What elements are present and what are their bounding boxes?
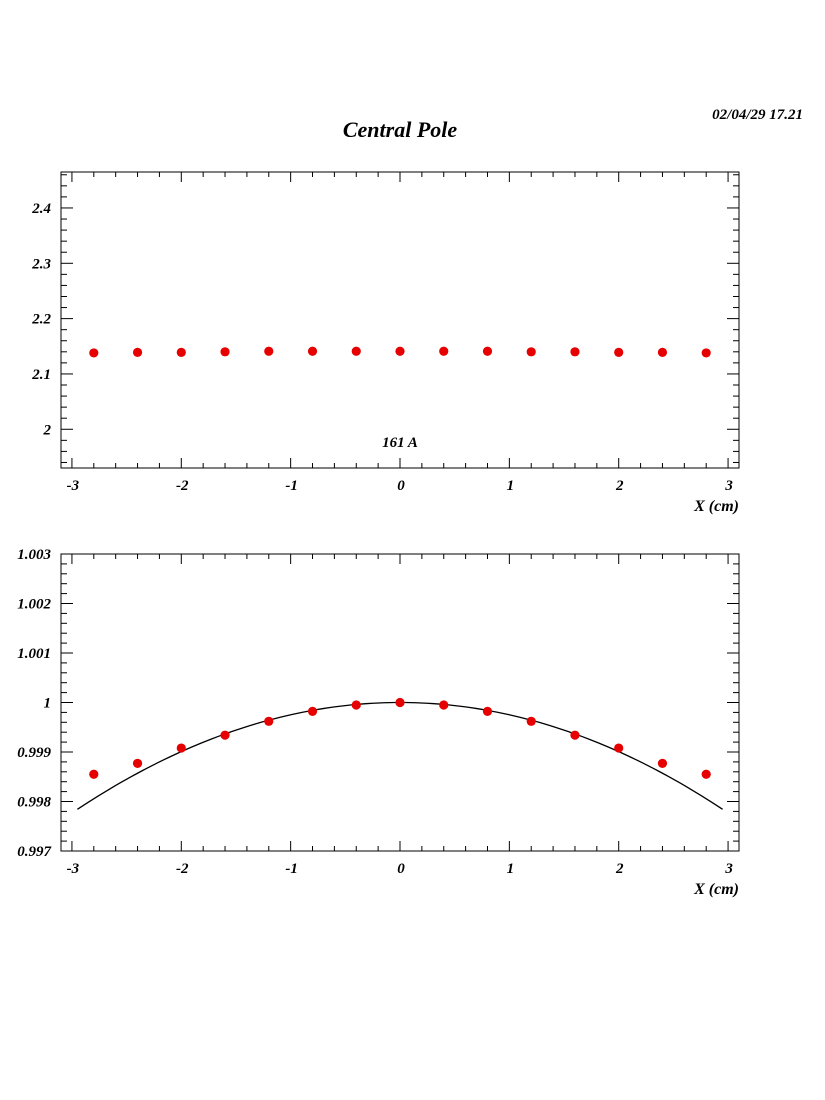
x-axis-label: X (cm) — [693, 881, 739, 898]
y-tick-label: 2.2 — [31, 312, 51, 328]
y-tick-label: 1.001 — [17, 646, 51, 662]
x-tick-label: -2 — [176, 478, 189, 494]
data-point — [439, 346, 449, 356]
plot-frame — [60, 171, 740, 469]
y-tick-label: 0.998 — [17, 795, 51, 811]
data-point — [307, 706, 318, 717]
x-tick-label: -1 — [285, 861, 298, 877]
data-point — [264, 346, 274, 356]
data-point — [132, 347, 143, 357]
data-point — [482, 706, 493, 717]
x-tick-label: 0 — [397, 861, 405, 877]
y-tick-label: 0.997 — [17, 844, 51, 860]
data-point — [132, 758, 143, 768]
data-point — [89, 769, 99, 779]
data-point — [526, 347, 536, 357]
data-point — [264, 716, 274, 726]
y-tick-label: 2.4 — [31, 201, 51, 217]
y-tick-label: 2.1 — [31, 367, 51, 383]
y-tick-label: 1.002 — [17, 597, 51, 613]
y-tick-label: 1.003 — [17, 547, 51, 563]
data-point — [351, 346, 361, 356]
data-point — [614, 743, 624, 753]
data-point — [657, 758, 668, 768]
y-tick-label: 1 — [44, 696, 52, 712]
x-tick-label: -2 — [176, 861, 189, 877]
data-point — [176, 347, 186, 357]
data-point — [307, 346, 318, 356]
x-tick-label: 1 — [507, 478, 515, 494]
y-tick-label: 2 — [43, 422, 52, 438]
data-point — [395, 697, 405, 708]
page-title: Central Pole — [343, 117, 458, 142]
data-point — [701, 348, 711, 358]
x-axis-label: X (cm) — [693, 498, 739, 515]
data-point — [395, 346, 405, 356]
x-tick-label: -3 — [67, 861, 80, 877]
data-point — [220, 347, 230, 357]
date-stamp: 02/04/29 17.21 — [712, 107, 803, 123]
fit-curve — [77, 701, 723, 810]
data-point — [701, 769, 711, 779]
data-point — [482, 346, 493, 356]
data-point — [176, 743, 186, 753]
x-tick-label: 1 — [507, 861, 515, 877]
data-point — [220, 730, 230, 740]
data-point — [570, 347, 580, 357]
run-annotation: 161 A — [382, 435, 418, 451]
bottom-panel: -3 -2 -1 0 1 2 3 0.997 0.998 0.999 1 1.001 1.002 1.00… — [17, 547, 740, 898]
data-point — [614, 347, 624, 357]
x-tick-label: 2 — [615, 478, 624, 494]
x-tick-label: 3 — [724, 861, 733, 877]
y-tick-label: 0.999 — [17, 745, 51, 761]
x-tick-label: 3 — [724, 478, 733, 494]
x-tick-label: -3 — [67, 478, 80, 494]
data-point — [570, 730, 580, 740]
x-tick-label: 2 — [615, 861, 624, 877]
x-tick-label: 0 — [397, 478, 405, 494]
data-point — [89, 348, 99, 358]
x-tick-label: -1 — [285, 478, 298, 494]
data-point — [351, 700, 361, 710]
data-point — [439, 700, 449, 710]
data-point — [657, 347, 668, 357]
top-panel: -3 -2 -1 0 1 2 3 2 2.1 2.2 2.3 2.4 X (cm) 161 A — [31, 171, 740, 515]
y-tick-label: 2.3 — [31, 256, 51, 272]
data-point — [526, 716, 536, 726]
